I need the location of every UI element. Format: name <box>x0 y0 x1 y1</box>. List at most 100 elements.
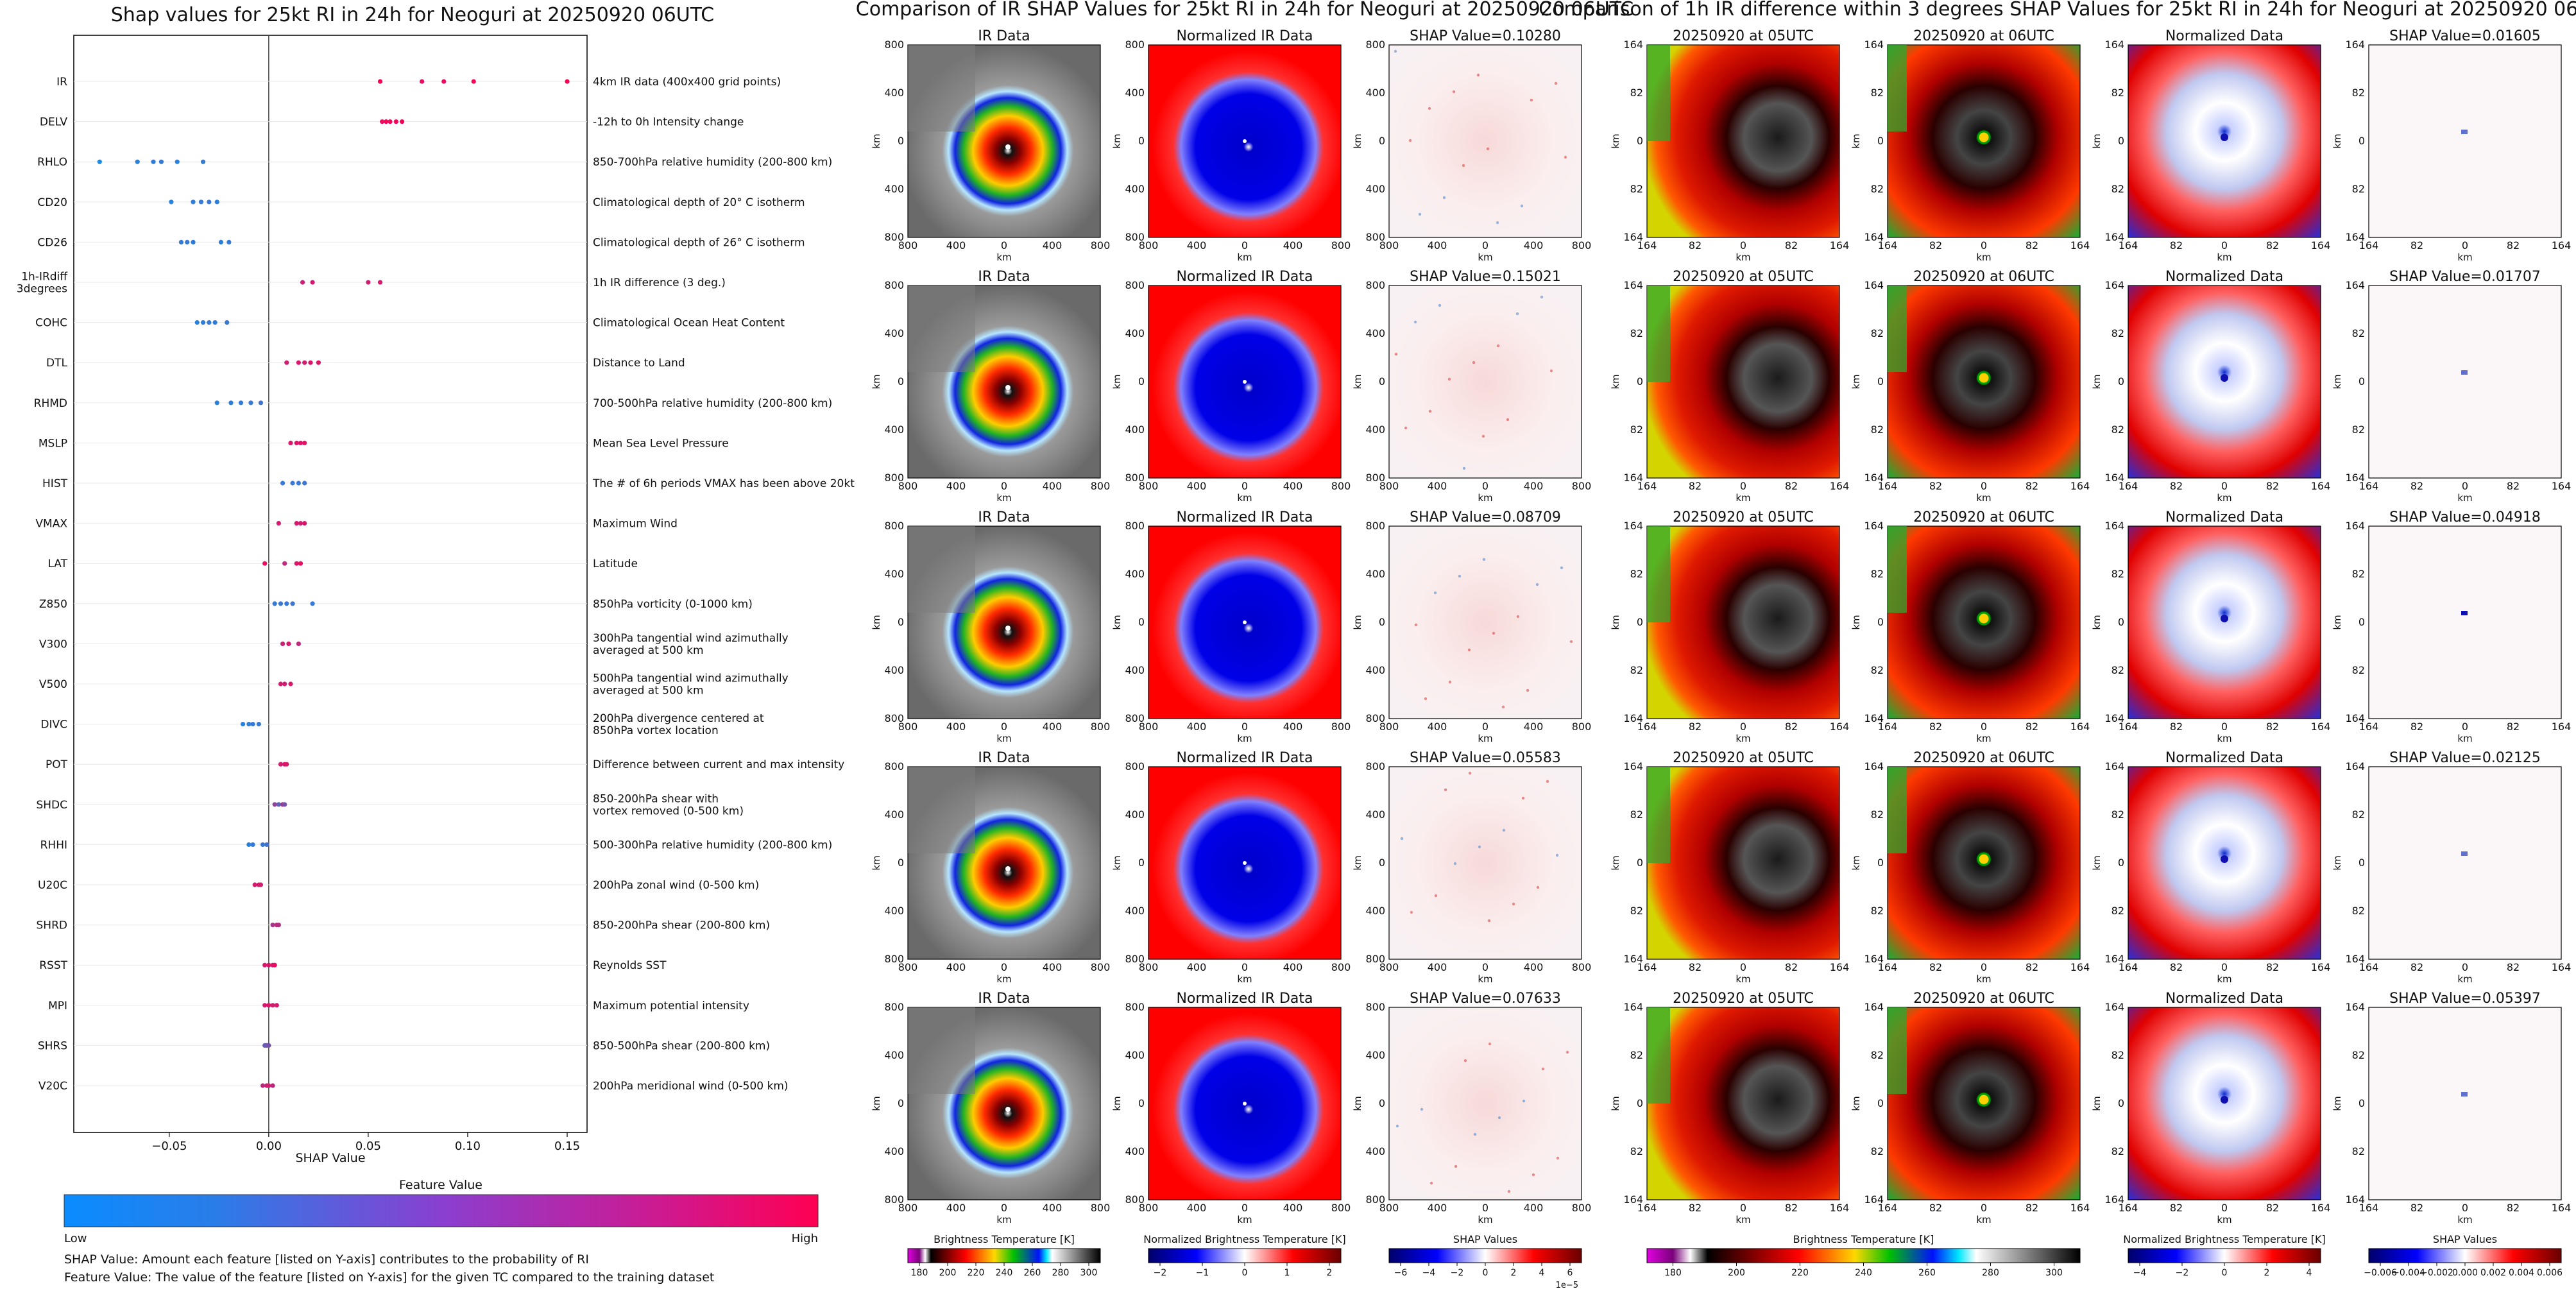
shap-point <box>302 521 307 526</box>
feature-description: 500hPa tangential wind azimuthally <box>593 672 789 685</box>
y-tick-label: 400 <box>884 87 904 99</box>
x-tick-label: 82 <box>1689 480 1702 492</box>
panel-title: Normalized Data <box>2165 269 2283 285</box>
x-tick-label: 82 <box>2026 721 2038 733</box>
x-tick-label: 0 <box>1740 239 1746 252</box>
shap-point <box>276 521 281 526</box>
shap-point <box>97 159 102 164</box>
panel-title: SHAP Value=0.10280 <box>1410 28 1561 44</box>
y-tick-label: 400 <box>1125 808 1145 821</box>
x-tick-label: 400 <box>1187 480 1207 492</box>
colorbar-tick-label: 260 <box>1024 1268 1041 1278</box>
feature-label: VMAX <box>35 518 67 531</box>
y-tick-label: 164 <box>1623 472 1643 484</box>
x-tick-label: 82 <box>2266 721 2279 733</box>
feature-description: -12h to 0h Intensity change <box>593 116 744 129</box>
shap-point <box>286 641 291 647</box>
shap-point <box>266 962 271 968</box>
feature-label: SHRS <box>38 1039 67 1052</box>
y-tick-label: 800 <box>1365 472 1385 484</box>
x-tick-label: 400 <box>1283 961 1303 973</box>
shap-point <box>158 159 164 164</box>
y-tick-label: 164 <box>2345 1001 2365 1013</box>
panel-title: SHAP Value=0.08709 <box>1410 509 1561 525</box>
x-axis-label: km <box>2217 733 2231 744</box>
feature-description: The # of 6h periods VMAX has been above … <box>592 477 855 490</box>
x-tick-label: 82 <box>2026 961 2038 973</box>
shap-point <box>272 802 277 807</box>
feature-label: DELV <box>40 116 67 129</box>
x-tick-label: 164 <box>2552 961 2572 973</box>
y-tick-label: 82 <box>1871 568 1884 580</box>
shap-point <box>288 440 293 446</box>
shap-point <box>200 159 206 164</box>
y-tick-label: 400 <box>1365 905 1385 917</box>
x-axis-label: km <box>2457 252 2472 263</box>
x-axis-label: km <box>1237 492 1252 504</box>
x-tick-label: 800 <box>1091 721 1111 733</box>
y-tick-label: 400 <box>884 905 904 917</box>
shap-point <box>218 239 224 244</box>
y-tick-label: 0 <box>898 857 904 869</box>
x-axis-label: km <box>2217 973 2231 985</box>
feature-label: IR <box>56 76 67 89</box>
map-image <box>1646 1007 1840 1200</box>
colorbar-tick-label: 0 <box>1242 1268 1248 1278</box>
summary-axes-frame <box>73 35 588 1133</box>
y-axis-label: km <box>1111 374 1123 389</box>
colorbar <box>907 1248 1101 1263</box>
x-tick-label: 82 <box>1785 961 1798 973</box>
shap-point <box>266 1083 271 1088</box>
map-panel: 20250920 at 05UTC1641648282008282164164k… <box>1610 269 1849 504</box>
x-tick-label: 0 <box>1001 239 1007 252</box>
shap-point <box>316 360 321 365</box>
x-tick-label: 82 <box>2410 480 2423 492</box>
note-shap-value: SHAP Value: Amount each feature [listed … <box>64 1252 589 1267</box>
x-tick-label: 400 <box>1187 961 1207 973</box>
x-tick-label: 164 <box>1637 961 1657 973</box>
y-tick-label: 82 <box>1630 1049 1643 1061</box>
feature-label: V300 <box>39 638 67 651</box>
y-tick-label: 800 <box>1365 953 1385 965</box>
x-tick-label: 800 <box>1572 961 1592 973</box>
x-tick-label: 0 <box>2462 480 2468 492</box>
panel-title: SHAP Value=0.01605 <box>2389 28 2541 44</box>
shap-point <box>290 601 295 606</box>
panel-title: Normalized Data <box>2165 750 2283 766</box>
map-panel: SHAP Value=0.150218008004004000040040080… <box>1352 269 1591 504</box>
y-axis-label: km <box>1850 615 1862 629</box>
map-image <box>1646 525 1840 719</box>
shap-point <box>282 561 287 566</box>
x-tick-label: 400 <box>1043 1202 1062 1214</box>
x-tick-label: 82 <box>1689 239 1702 252</box>
shap-point <box>248 400 253 405</box>
map-panel: 20250920 at 06UTC1641648282008282164164k… <box>1850 509 2090 744</box>
x-tick-label: 82 <box>1929 961 1942 973</box>
x-tick-label: 164 <box>2311 1202 2331 1214</box>
x-tick-label: 800 <box>1091 480 1111 492</box>
colorbar-label: Normalized Brightness Temperature [K] <box>1143 1233 1346 1245</box>
y-tick-label: 0 <box>898 616 904 628</box>
shap-point <box>284 360 289 365</box>
x-tick-label: 0.10 <box>455 1140 481 1153</box>
x-tick-label: 164 <box>2119 721 2138 733</box>
y-axis-label: km <box>1850 1096 1862 1111</box>
shap-point <box>194 320 200 325</box>
y-tick-label: 400 <box>1365 327 1385 339</box>
x-tick-label: 82 <box>1929 239 1942 252</box>
x-tick-label: 0 <box>2221 961 2228 973</box>
x-tick-label: 164 <box>1878 239 1898 252</box>
x-tick-label: 164 <box>1830 961 1850 973</box>
colorbar-tick-label: −2 <box>1451 1268 1464 1278</box>
feature-label: Z850 <box>39 598 67 611</box>
x-tick-label: 82 <box>2026 239 2038 252</box>
x-tick-label: 82 <box>2410 1202 2423 1214</box>
shap-point <box>214 200 219 205</box>
x-tick-label: 164 <box>1878 961 1898 973</box>
panel-title: Normalized IR Data <box>1176 509 1313 525</box>
y-tick-label: 400 <box>1125 905 1145 917</box>
x-tick-label: 82 <box>1929 721 1942 733</box>
x-tick-label: 0 <box>1981 480 1987 492</box>
x-tick-label: 0 <box>1241 480 1248 492</box>
